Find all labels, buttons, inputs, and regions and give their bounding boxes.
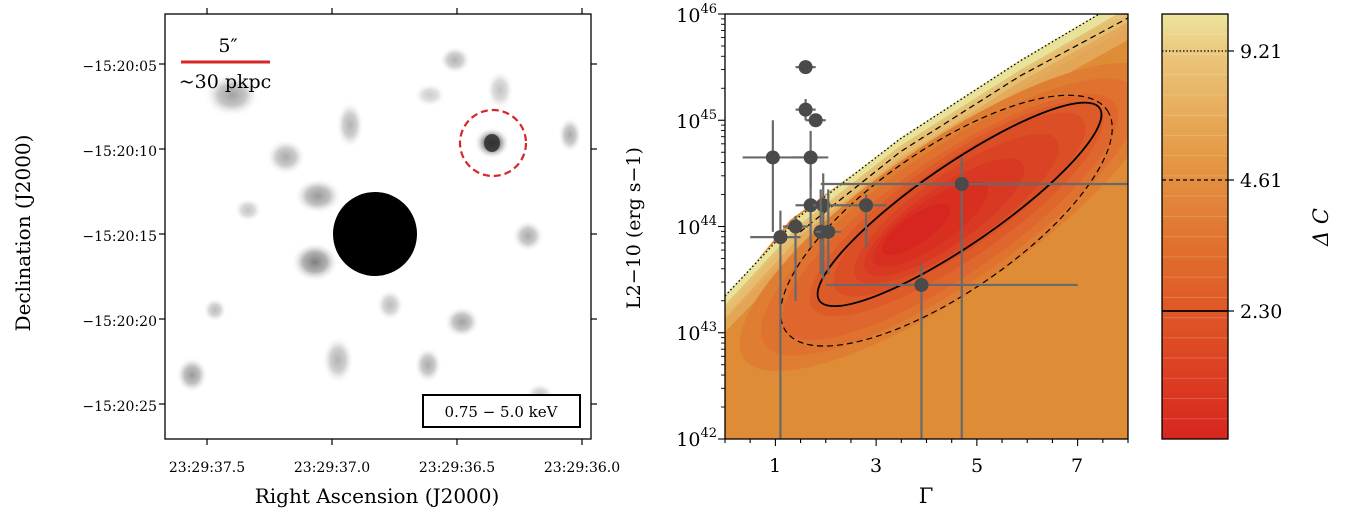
point-marker xyxy=(859,198,874,213)
data-point xyxy=(795,60,816,75)
point-marker xyxy=(803,150,818,165)
data-point xyxy=(782,215,809,301)
colorbar: 2.30 4.61 9.21 Δ C xyxy=(1161,13,1333,440)
point-marker xyxy=(808,113,823,128)
colorbar-tick-label: 9.21 xyxy=(1240,41,1282,63)
svg-text:1045: 1045 xyxy=(676,108,717,133)
contour-plot: 1 3 5 7 1042 1043 1044 1045 1046 Γ L2−10… xyxy=(623,2,1129,508)
point-marker xyxy=(914,277,929,292)
data-point xyxy=(825,263,1078,439)
svg-text:1044: 1044 xyxy=(676,214,717,239)
point-marker xyxy=(954,177,969,191)
data-point xyxy=(805,113,826,128)
ra-tick-label: 23:29:36.5 xyxy=(419,460,495,476)
svg-text:1046: 1046 xyxy=(676,2,717,27)
data-point xyxy=(795,99,816,121)
diffuse-emission xyxy=(176,46,582,407)
band-label-box xyxy=(422,394,581,428)
ra-tick-label: 23:29:37.5 xyxy=(169,460,245,476)
point-marker xyxy=(788,219,803,234)
xray-image-panel: 5″ ~30 pkpc 0.75 − 5.0 keV 23:29:37.5 23… xyxy=(11,8,620,508)
gamma-tick-label: 7 xyxy=(1071,455,1083,477)
image-ticks xyxy=(159,8,597,445)
luminosity-axis-label: L2−10 (erg s−1) xyxy=(623,147,645,309)
dec-tick-label: −15:20:05 xyxy=(82,59,157,75)
lum-tick-label: 1046 xyxy=(676,2,717,27)
scale-bar-label: 5″ xyxy=(218,35,237,57)
gamma-tick-label: 3 xyxy=(870,455,882,477)
data-point xyxy=(815,189,841,275)
dec-tick-label: −15:20:15 xyxy=(82,229,157,245)
data-point xyxy=(750,210,801,439)
point-marker xyxy=(773,230,788,245)
delta-c-contours xyxy=(725,14,1128,372)
bright-point-source xyxy=(333,192,417,276)
dec-tick-label: −15:20:25 xyxy=(82,399,157,415)
point-marker xyxy=(803,198,818,213)
colorbar-tick-label: 4.61 xyxy=(1240,170,1282,192)
ra-tick-label: 23:29:37.0 xyxy=(294,460,370,476)
dec-axis-label: Declination (J2000) xyxy=(11,135,35,332)
colorbar-frame xyxy=(1161,13,1229,440)
point-marker xyxy=(765,150,780,165)
dec-tick-label: −15:20:10 xyxy=(82,144,157,160)
ra-axis-label: Right Ascension (J2000) xyxy=(255,484,500,508)
data-point xyxy=(742,120,804,232)
band-label: 0.75 − 5.0 keV xyxy=(445,403,559,421)
data-points xyxy=(742,60,1128,439)
contour-2.30 xyxy=(816,101,1103,308)
data-point xyxy=(795,168,831,248)
data-point xyxy=(843,194,887,248)
plot-ticks xyxy=(718,13,1129,446)
dec-tick-label: −15:20:20 xyxy=(82,314,157,330)
point-marker xyxy=(798,102,813,117)
colorbar-fill xyxy=(1162,14,1228,439)
data-point xyxy=(820,157,1128,439)
point-marker xyxy=(798,60,813,75)
point-marker xyxy=(821,224,836,239)
svg-text:1042: 1042 xyxy=(676,426,717,451)
colorbar-label: Δ C xyxy=(1309,208,1333,247)
contour-4.61 xyxy=(780,94,1113,347)
lum-tick-label: 1042 xyxy=(676,426,717,451)
colorbar-tick-label: 2.30 xyxy=(1240,301,1282,323)
gamma-axis-label: Γ xyxy=(919,484,934,508)
scale-bar-sublabel: ~30 pkpc xyxy=(179,71,272,93)
source-circle xyxy=(458,108,528,178)
lum-tick-label: 1045 xyxy=(676,108,717,133)
excluded-region xyxy=(725,14,1128,300)
colorbar-bands xyxy=(1162,33,1228,420)
image-frame xyxy=(164,13,592,440)
gamma-tick-label: 5 xyxy=(971,455,983,477)
lum-tick-label: 1044 xyxy=(676,214,717,239)
ra-tick-label: 23:29:36.0 xyxy=(544,460,620,476)
contour-9.21 xyxy=(725,14,1101,297)
gamma-tick-label: 1 xyxy=(769,455,781,477)
svg-text:1043: 1043 xyxy=(676,320,717,345)
lum-tick-label: 1043 xyxy=(676,320,717,345)
